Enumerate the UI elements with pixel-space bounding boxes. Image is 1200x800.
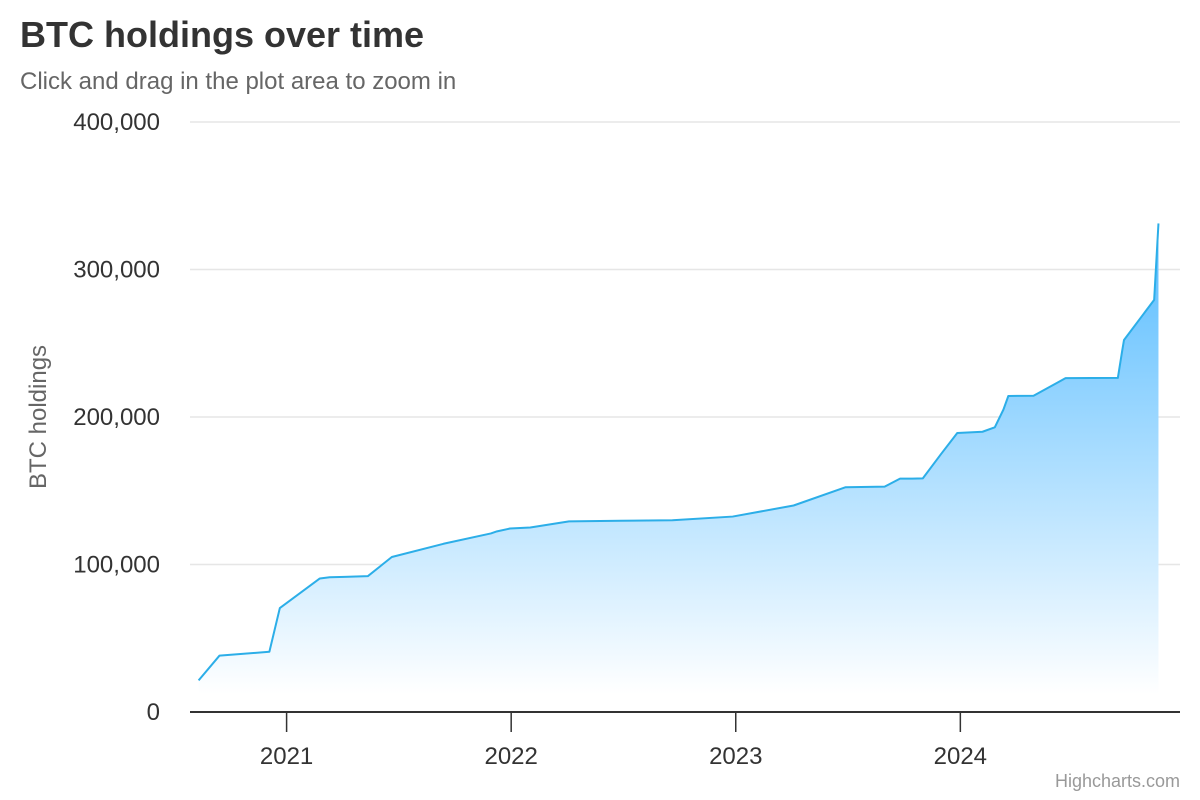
data-point[interactable] xyxy=(618,518,624,524)
tick-labels: 0 100,000 200,000 300,000 400,000 BTC holding… xyxy=(25,109,987,770)
data-point[interactable] xyxy=(1119,348,1125,354)
chart-title: BTC holdings over time xyxy=(20,14,425,55)
data-point[interactable] xyxy=(954,430,960,436)
y-tick-label: 100,000 xyxy=(73,552,160,579)
chart-subtitle: Click and drag in the plot area to zoom … xyxy=(20,68,457,95)
y-tick-label: 400,000 xyxy=(73,109,160,136)
data-point[interactable] xyxy=(196,677,202,683)
y-axis-title: BTC holdings xyxy=(25,345,52,489)
data-point[interactable] xyxy=(1155,220,1161,226)
x-tick-label: 2021 xyxy=(260,743,313,770)
data-point[interactable] xyxy=(842,484,848,490)
data-point[interactable] xyxy=(266,649,272,655)
series-group xyxy=(196,220,1161,695)
data-point[interactable] xyxy=(791,503,797,509)
credits-link[interactable]: Highcharts.com xyxy=(1054,771,1180,791)
data-point[interactable] xyxy=(979,429,985,435)
data-point[interactable] xyxy=(882,484,888,490)
data-point[interactable] xyxy=(277,605,283,611)
data-point[interactable] xyxy=(488,530,494,536)
data-point[interactable] xyxy=(494,528,500,534)
data-point[interactable] xyxy=(1063,375,1069,381)
data-point[interactable] xyxy=(1000,407,1006,413)
y-tick-label: 300,000 xyxy=(73,257,160,284)
data-point[interactable] xyxy=(1005,393,1011,399)
data-point[interactable] xyxy=(669,517,675,523)
data-point[interactable] xyxy=(527,525,533,531)
data-point[interactable] xyxy=(389,554,395,560)
data-point[interactable] xyxy=(440,541,446,547)
data-point[interactable] xyxy=(920,475,926,481)
data-point[interactable] xyxy=(1115,375,1121,381)
data-point[interactable] xyxy=(1121,337,1127,343)
data-point[interactable] xyxy=(897,476,903,482)
y-tick-label: 0 xyxy=(147,699,160,726)
data-point[interactable] xyxy=(341,574,347,580)
data-point[interactable] xyxy=(938,452,944,458)
data-point[interactable] xyxy=(1031,393,1037,399)
data-point[interactable] xyxy=(909,476,915,482)
x-tick-label: 2024 xyxy=(934,743,987,770)
data-point[interactable] xyxy=(317,575,323,581)
data-point[interactable] xyxy=(365,573,371,579)
data-point[interactable] xyxy=(566,518,572,524)
series-area[interactable] xyxy=(198,223,1159,695)
data-point[interactable] xyxy=(992,424,998,430)
y-tick-label: 200,000 xyxy=(73,404,160,431)
data-point[interactable] xyxy=(327,574,333,580)
data-point[interactable] xyxy=(217,653,223,659)
data-point[interactable] xyxy=(507,526,513,532)
data-point[interactable] xyxy=(730,514,736,520)
x-tick-label: 2022 xyxy=(484,743,537,770)
x-tick-label: 2023 xyxy=(709,743,762,770)
data-point[interactable] xyxy=(1151,297,1157,303)
series-line[interactable] xyxy=(197,223,1160,682)
axes xyxy=(190,711,1180,732)
